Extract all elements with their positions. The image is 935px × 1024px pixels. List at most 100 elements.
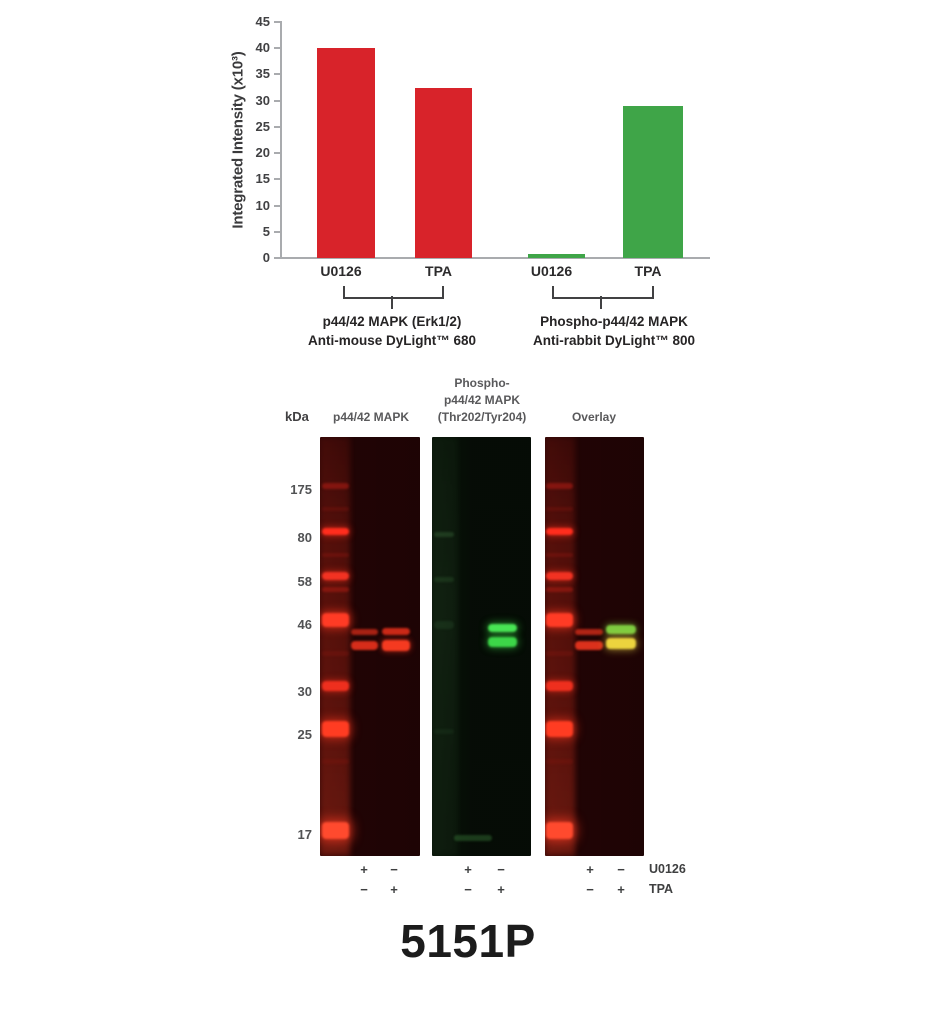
treatment-sign: + — [390, 882, 398, 897]
group2-label-line2: Anti-rabbit DyLight™ 800 — [532, 333, 695, 348]
mw-label-175: 175 — [290, 482, 312, 497]
bar-plot: 0 5 10 15 20 25 30 35 40 45 — [256, 14, 710, 265]
blot-panel-overlay — [545, 437, 644, 856]
panel2-title-line3: (Thr202/Tyr204) — [437, 410, 527, 424]
y-tick-label: 5 — [262, 223, 270, 239]
treatment-sign: − — [360, 882, 368, 897]
x-axis-line — [276, 257, 710, 259]
mw-label-17: 17 — [297, 827, 312, 842]
ladder-band-25 — [546, 721, 573, 737]
mw-label-25: 25 — [297, 727, 312, 742]
y-tick-label: 35 — [255, 66, 270, 82]
panel2-title-line1: Phospho- — [454, 376, 510, 390]
product-code: 5151P — [400, 915, 536, 967]
treatment-sign: + — [617, 882, 625, 897]
ladder-smear — [546, 651, 573, 656]
y-tick-mark — [274, 73, 280, 76]
y-tick-label: 15 — [255, 171, 270, 187]
ladder-band-25 — [322, 721, 349, 737]
group2-label: Phospho-p44/42 MAPK Anti-rabbit DyLight™… — [474, 312, 754, 350]
y-tick-label: 25 — [255, 118, 270, 134]
group1-label: p44/42 MAPK (Erk1/2) Anti-mouse DyLight™… — [252, 312, 532, 350]
mw-label-30: 30 — [297, 684, 312, 699]
ladder-band-30 — [322, 681, 349, 691]
bar-tpa-1 — [415, 87, 472, 258]
band-phospho-p42-tpa — [488, 637, 517, 647]
y-tick-mark — [274, 257, 280, 259]
y-tick-mark — [274, 47, 280, 50]
blot-panel-p44-42-mapk — [320, 437, 420, 856]
y-tick-mark — [274, 125, 280, 128]
ladder-haze — [432, 437, 458, 856]
band-phospho-p44-tpa — [488, 624, 517, 632]
ladder-haze — [320, 437, 350, 856]
mw-label-80: 80 — [297, 530, 312, 545]
y-tick-label: 45 — [255, 14, 270, 29]
ladder-band-46 — [322, 613, 349, 627]
y-tick-label: 30 — [255, 92, 270, 108]
ladder-ghost-58 — [434, 577, 454, 582]
ladder-smear — [322, 759, 349, 764]
bottom-smear — [454, 835, 492, 841]
ladder-smear — [546, 759, 573, 764]
y-tick-mark — [274, 204, 280, 207]
treatment-row-label-u0126: U0126 — [649, 862, 686, 876]
panel2-title-line2: p44/42 MAPK — [443, 393, 521, 407]
ladder-band-175 — [322, 483, 349, 489]
bar-category-label: TPA — [634, 263, 662, 279]
y-tick-mark — [274, 178, 280, 181]
treatment-sign: + — [464, 862, 472, 877]
treatment-sign: + — [497, 882, 505, 897]
y-tick-mark — [274, 152, 280, 155]
ladder-band-80 — [546, 528, 573, 535]
blot-panel-phospho-mapk — [432, 437, 531, 856]
y-tick-label: 10 — [255, 197, 270, 213]
treatment-row-label-tpa: TPA — [649, 882, 674, 896]
kda-label: kDa — [285, 409, 309, 424]
bar-category-label: TPA — [425, 263, 452, 279]
treatment-sign: + — [360, 862, 368, 877]
ladder-band-58 — [322, 572, 349, 580]
treatment-sign: − — [497, 862, 505, 877]
y-axis-line — [280, 21, 282, 259]
ladder-smear — [322, 651, 349, 656]
group1-label-line1: p44/42 MAPK (Erk1/2) — [322, 314, 462, 329]
treatment-sign: − — [617, 862, 625, 877]
bar-tpa-3 — [623, 105, 683, 258]
group1-bracket — [343, 286, 444, 299]
band-overlay-p44-u0126 — [575, 629, 603, 635]
y-tick-mark — [274, 99, 280, 102]
ladder-smear — [546, 587, 573, 592]
ladder-ghost-46 — [434, 621, 454, 629]
y-tick-label: 20 — [255, 145, 270, 161]
bar-category-label: U0126 — [320, 263, 362, 279]
treatment-sign: − — [586, 882, 594, 897]
y-tick-label: 0 — [262, 250, 270, 265]
ladder-smear — [322, 553, 349, 557]
bar-category-label: U0126 — [530, 263, 573, 279]
band-p42-tpa — [382, 640, 410, 651]
group2-label-line1: Phospho-p44/42 MAPK — [540, 314, 688, 329]
treatment-sign: + — [586, 862, 594, 877]
ladder-band-46 — [546, 613, 573, 627]
ladder-band-58 — [546, 572, 573, 580]
group2-bracket-stem — [600, 296, 602, 309]
band-p44-u0126 — [351, 629, 378, 635]
band-overlay-p42-tpa — [606, 638, 636, 649]
ladder-smear — [322, 507, 349, 511]
panel3-title: Overlay — [572, 409, 616, 426]
panel1-title: p44/42 MAPK — [333, 409, 409, 426]
ladder-ghost-25 — [434, 729, 454, 734]
ladder-band-175 — [546, 483, 573, 489]
group2-bracket — [552, 286, 654, 299]
y-tick-label: 40 — [255, 40, 270, 56]
bar-u0126-2 — [528, 253, 585, 258]
band-p42-u0126 — [351, 641, 378, 650]
ladder-band-17 — [322, 822, 349, 839]
y-tick-mark — [274, 21, 280, 23]
treatment-sign: − — [464, 882, 472, 897]
ladder-band-80 — [322, 528, 349, 535]
ladder-smear — [322, 587, 349, 592]
panel1-title-line: p44/42 MAPK — [332, 410, 410, 424]
